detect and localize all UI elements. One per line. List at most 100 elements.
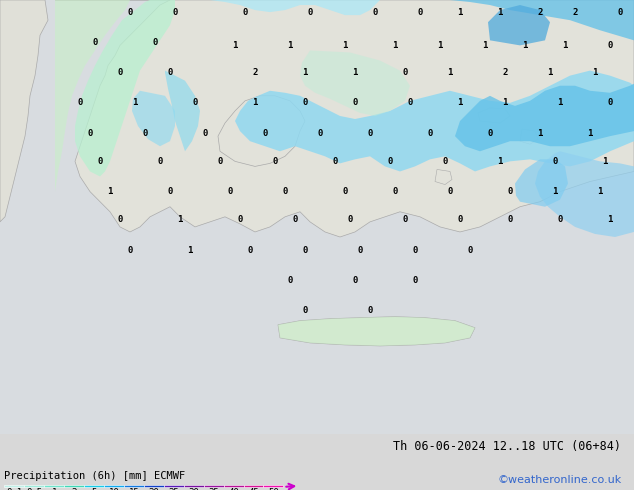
Text: 0: 0 — [282, 187, 288, 196]
Text: 0: 0 — [607, 41, 612, 50]
Text: 0: 0 — [403, 68, 408, 77]
Text: 0: 0 — [557, 215, 563, 224]
Text: 0: 0 — [247, 245, 253, 255]
Text: 1: 1 — [552, 187, 558, 196]
Text: 1: 1 — [287, 41, 293, 50]
Bar — [44, 485, 64, 487]
Text: 1: 1 — [502, 98, 508, 107]
Text: 0: 0 — [607, 98, 612, 107]
Text: 1: 1 — [133, 98, 138, 107]
Text: 0: 0 — [417, 8, 423, 17]
Text: 0: 0 — [403, 215, 408, 224]
Bar — [243, 485, 264, 487]
Text: 2: 2 — [537, 8, 543, 17]
Text: 50: 50 — [268, 488, 279, 490]
Text: 0: 0 — [192, 98, 198, 107]
Text: 0: 0 — [353, 98, 358, 107]
Text: 0: 0 — [457, 215, 463, 224]
Text: 1: 1 — [437, 41, 443, 50]
Bar — [144, 485, 164, 487]
Text: 0.5: 0.5 — [26, 488, 42, 490]
Bar — [224, 485, 243, 487]
Text: 1: 1 — [597, 187, 603, 196]
Bar — [84, 485, 104, 487]
Text: 0: 0 — [427, 128, 432, 138]
Text: 0: 0 — [443, 157, 448, 166]
Text: 0: 0 — [117, 68, 123, 77]
Text: 0: 0 — [262, 128, 268, 138]
Text: 0: 0 — [552, 157, 558, 166]
Text: 1: 1 — [522, 41, 527, 50]
Text: 1: 1 — [448, 68, 453, 77]
Text: 0: 0 — [367, 306, 373, 315]
Text: 1: 1 — [392, 41, 398, 50]
Text: 1: 1 — [607, 215, 612, 224]
Polygon shape — [0, 0, 48, 222]
Text: 1: 1 — [497, 8, 503, 17]
Text: 0: 0 — [167, 68, 172, 77]
Text: 0: 0 — [342, 187, 347, 196]
Text: 0: 0 — [367, 128, 373, 138]
Text: 0: 0 — [302, 306, 307, 315]
Text: 15: 15 — [129, 488, 139, 490]
Text: 10: 10 — [108, 488, 119, 490]
Text: 0: 0 — [372, 8, 378, 17]
Text: 0: 0 — [507, 215, 513, 224]
Text: 0: 0 — [77, 98, 82, 107]
Text: 0: 0 — [287, 276, 293, 285]
Text: 0: 0 — [167, 187, 172, 196]
Text: 0: 0 — [228, 187, 233, 196]
Text: 1: 1 — [178, 215, 183, 224]
Bar — [124, 485, 144, 487]
Text: 0: 0 — [117, 215, 123, 224]
Text: 35: 35 — [209, 488, 219, 490]
Text: 30: 30 — [188, 488, 199, 490]
Text: 0: 0 — [97, 157, 103, 166]
Text: 0: 0 — [353, 276, 358, 285]
Polygon shape — [200, 0, 380, 15]
Text: 2: 2 — [72, 488, 77, 490]
Polygon shape — [520, 129, 538, 144]
Bar — [64, 485, 84, 487]
Bar — [24, 485, 44, 487]
Text: 40: 40 — [228, 488, 239, 490]
Text: 1: 1 — [587, 128, 593, 138]
Polygon shape — [515, 159, 568, 207]
Polygon shape — [218, 96, 305, 167]
Text: 0: 0 — [467, 245, 473, 255]
Text: 0: 0 — [217, 157, 223, 166]
Bar — [4, 485, 24, 487]
Polygon shape — [435, 170, 452, 185]
Text: 0: 0 — [142, 128, 148, 138]
Text: 0: 0 — [152, 38, 158, 47]
Text: 20: 20 — [148, 488, 159, 490]
Text: 1: 1 — [562, 41, 567, 50]
Text: ©weatheronline.co.uk: ©weatheronline.co.uk — [497, 475, 621, 485]
Polygon shape — [55, 0, 130, 192]
Text: 25: 25 — [169, 488, 179, 490]
Text: 1: 1 — [592, 68, 598, 77]
Text: 0: 0 — [507, 187, 513, 196]
Polygon shape — [488, 5, 550, 46]
Text: 0: 0 — [358, 245, 363, 255]
Text: 1: 1 — [482, 41, 488, 50]
Bar — [104, 485, 124, 487]
Text: 5: 5 — [91, 488, 97, 490]
Polygon shape — [165, 71, 200, 151]
Text: 1: 1 — [457, 98, 463, 107]
Bar — [264, 485, 283, 487]
Text: 0: 0 — [332, 157, 338, 166]
Text: 1: 1 — [602, 157, 607, 166]
Text: 1: 1 — [547, 68, 553, 77]
Bar — [184, 485, 204, 487]
Text: 0: 0 — [172, 8, 178, 17]
Text: 2: 2 — [252, 68, 257, 77]
Text: 0: 0 — [448, 187, 453, 196]
Text: 2: 2 — [573, 8, 578, 17]
Text: 0: 0 — [347, 215, 353, 224]
Text: 1: 1 — [252, 98, 257, 107]
Text: 45: 45 — [248, 488, 259, 490]
Text: 0: 0 — [317, 128, 323, 138]
Text: 0: 0 — [93, 38, 98, 47]
Text: 0: 0 — [488, 128, 493, 138]
